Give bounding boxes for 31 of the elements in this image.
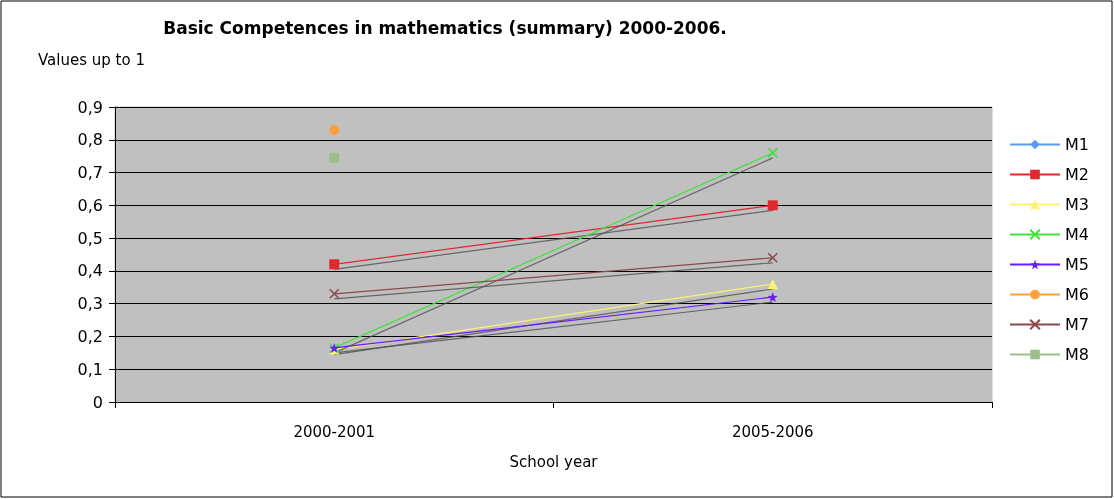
y-tick-label: 0,1 — [77, 359, 103, 379]
y-tick-label: 0,2 — [77, 326, 103, 346]
legend-label: M7 — [1065, 315, 1089, 334]
y-tick-label: 0 — [92, 392, 103, 412]
y-axis-title: Values up to 1 — [38, 50, 145, 69]
point — [329, 259, 340, 270]
legend-label: M4 — [1065, 225, 1089, 244]
y-tick-label: 0,6 — [77, 195, 103, 215]
point — [767, 147, 778, 159]
x-tick-label: 2000-2001 — [293, 422, 376, 441]
legend-label: M6 — [1065, 285, 1089, 304]
legend-label: M5 — [1065, 255, 1089, 274]
legend-label: M3 — [1065, 195, 1089, 214]
point — [767, 292, 778, 303]
legend-label: M8 — [1065, 345, 1089, 364]
point — [329, 288, 340, 300]
y-tick-label: 0,8 — [77, 130, 103, 150]
y-tick-label: 0,5 — [77, 228, 103, 248]
point — [767, 252, 778, 264]
y-tick-label: 0,4 — [77, 261, 103, 281]
point — [329, 124, 340, 135]
x-axis-title: School year — [509, 452, 599, 471]
y-tick-label: 0,3 — [77, 294, 103, 314]
y-tick-label: 0,9 — [77, 97, 103, 117]
point — [767, 200, 778, 211]
x-tick-label: 2005-2006 — [731, 422, 814, 441]
y-tick-label: 0,7 — [77, 163, 103, 183]
chart-title: Basic Competences in mathematics (summary) 2000-2006. — [163, 17, 727, 38]
legend-label: M2 — [1065, 165, 1089, 184]
legend-label: M1 — [1065, 135, 1089, 154]
point — [329, 152, 340, 163]
